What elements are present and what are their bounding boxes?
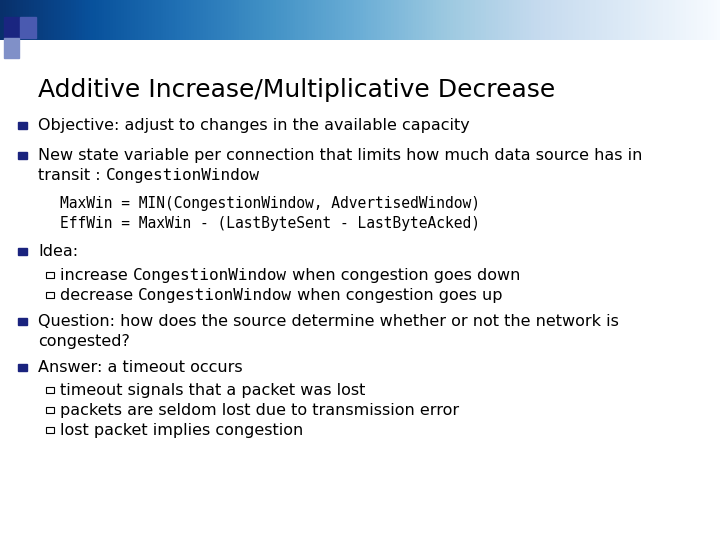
Text: Question: how does the source determine whether or not the network is: Question: how does the source determine …: [38, 314, 619, 329]
Text: congested?: congested?: [38, 334, 130, 349]
Text: lost packet implies congestion: lost packet implies congestion: [60, 423, 303, 438]
Text: when congestion goes down: when congestion goes down: [287, 268, 521, 283]
Text: transit :: transit :: [38, 168, 106, 183]
Text: New state variable per connection that limits how much data source has in: New state variable per connection that l…: [38, 148, 642, 163]
Text: timeout signals that a packet was lost: timeout signals that a packet was lost: [60, 383, 365, 398]
Text: Idea:: Idea:: [38, 244, 78, 259]
Text: CongestionWindow: CongestionWindow: [138, 288, 292, 303]
Text: when congestion goes up: when congestion goes up: [292, 288, 503, 303]
Text: Answer: a timeout occurs: Answer: a timeout occurs: [38, 360, 243, 375]
Text: packets are seldom lost due to transmission error: packets are seldom lost due to transmiss…: [60, 403, 459, 418]
Text: CongestionWindow: CongestionWindow: [106, 168, 260, 183]
Text: MaxWin = MIN(CongestionWindow, AdvertisedWindow): MaxWin = MIN(CongestionWindow, Advertise…: [60, 196, 480, 211]
Text: decrease: decrease: [60, 288, 138, 303]
Text: CongestionWindow: CongestionWindow: [133, 268, 287, 283]
Text: Additive Increase/Multiplicative Decrease: Additive Increase/Multiplicative Decreas…: [38, 78, 555, 102]
Text: Objective: adjust to changes in the available capacity: Objective: adjust to changes in the avai…: [38, 118, 469, 133]
Text: EffWin = MaxWin - (LastByteSent - LastByteAcked): EffWin = MaxWin - (LastByteSent - LastBy…: [60, 216, 480, 231]
Text: increase: increase: [60, 268, 133, 283]
